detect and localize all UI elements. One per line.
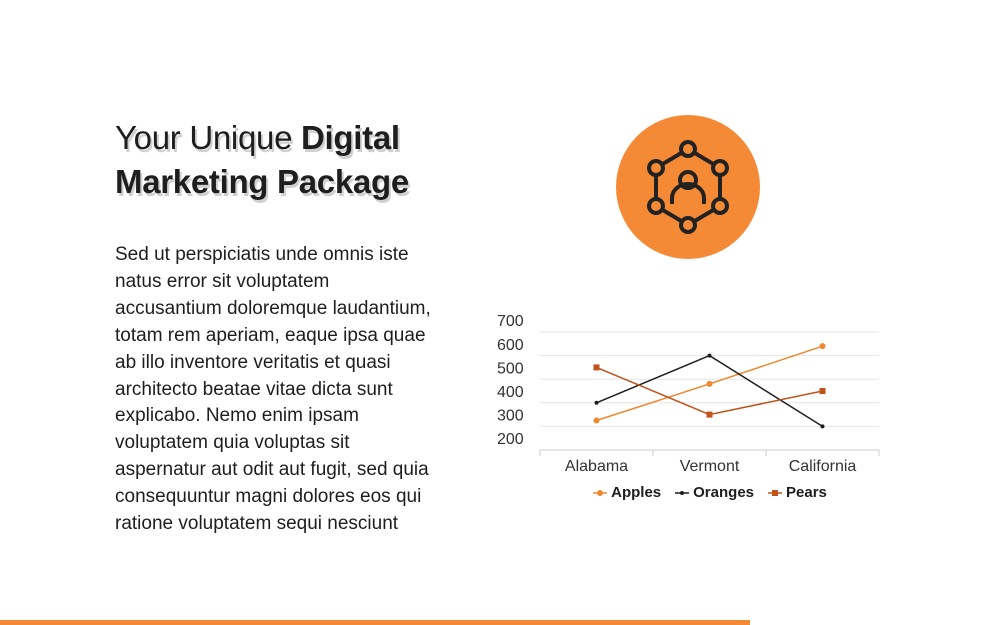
body-line: totam rem aperiam, eaque ipsa quae [115, 324, 426, 346]
marker [680, 490, 685, 495]
marker [597, 489, 604, 496]
legend-swatch [593, 489, 608, 496]
icon [616, 115, 760, 259]
legend-swatch [768, 489, 782, 496]
body-line: architecto beatae vitae dicta sunt [115, 378, 393, 400]
body-line: Sed ut perspiciatis unde omnis iste [115, 244, 409, 265]
marker [593, 417, 600, 424]
legend-item: Apples [593, 484, 661, 501]
body-line: ratione voluptatem sequi nesciunt [115, 513, 399, 535]
marker [593, 364, 600, 371]
marker [819, 343, 826, 350]
body-text: Sed ut perspiciatis unde omnis iste natus… [115, 242, 431, 538]
body-line: ab illo inventore veritatis et quasi [115, 351, 391, 373]
y-tick-label: 400 [497, 384, 524, 401]
y-tick-label: 500 [497, 360, 524, 377]
body-line: aspernatur aut odit aut fugit, sed quia [115, 459, 429, 481]
marker [707, 353, 712, 358]
marker [772, 489, 778, 496]
body-line: consequuntur magni dolores eos qui [115, 486, 422, 508]
legend-label: Apples [611, 484, 662, 501]
legend-label: Pears [786, 484, 827, 501]
marker [820, 424, 825, 429]
marker [706, 411, 713, 418]
y-tick-label: 300 [497, 408, 524, 425]
x-tick-label: Vermont [680, 458, 740, 475]
heading-regular: Your Unique [115, 119, 293, 156]
x-tick-label: Alabama [565, 458, 628, 475]
body-line: natus error sit voluptatem [115, 270, 330, 292]
legend-item: Pears [768, 484, 827, 501]
legend-item: Oranges [675, 484, 754, 501]
heading-bold: Digital Marketing Package [115, 119, 409, 200]
body-line: voluptatem quia voluptas sit [115, 432, 350, 454]
y-tick-label: 600 [497, 337, 524, 354]
marker [706, 380, 713, 387]
series-line [596, 366, 823, 416]
body-line: accusantium doloremque laudantium, [115, 297, 431, 319]
y-tick-label: 700 [497, 313, 524, 330]
legend-swatch [675, 490, 690, 495]
marker [594, 400, 599, 405]
accent-bar [0, 620, 750, 625]
network-icon [647, 140, 729, 234]
marker [819, 388, 826, 394]
legend-label: Oranges [693, 484, 754, 501]
legend: Apples Oranges Pears [540, 484, 880, 501]
heading: Your Unique Digital Marketing Package [115, 116, 460, 204]
x-tick-label: California [789, 458, 857, 475]
y-tick-label: 200 [497, 431, 524, 448]
body-line: explicabo. Nemo enim ipsam [115, 405, 359, 427]
